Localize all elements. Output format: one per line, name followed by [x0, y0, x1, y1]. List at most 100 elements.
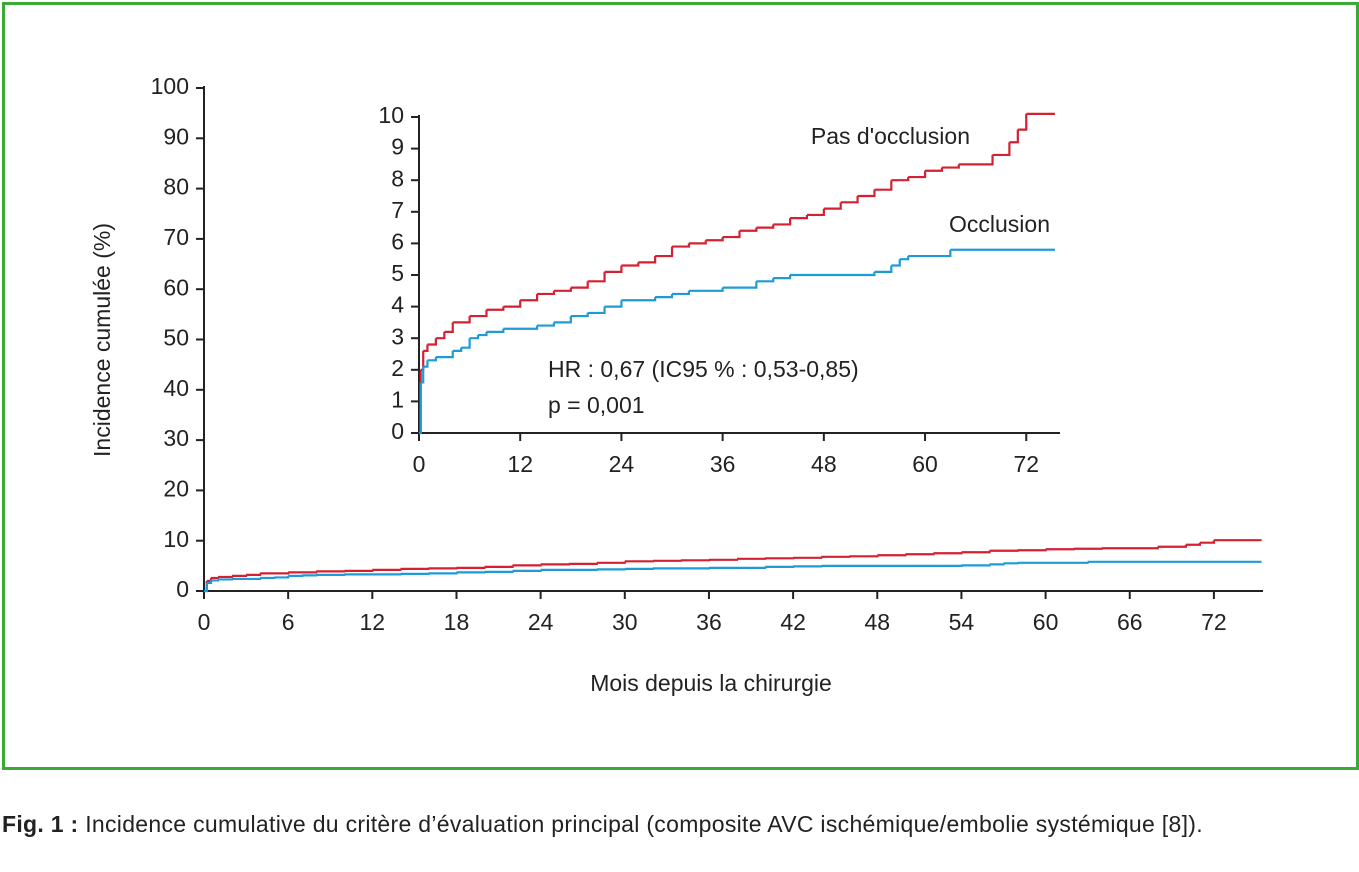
step-segment [596, 561, 626, 564]
step-segment [400, 572, 430, 575]
step-segment [621, 297, 657, 302]
step-segment [540, 563, 570, 566]
step-segment [435, 331, 446, 340]
step-segment [877, 554, 907, 557]
step-segment [958, 154, 994, 166]
x-tick-label: 6 [282, 609, 295, 635]
step-segment [484, 565, 514, 568]
figure-frame [2, 2, 1359, 770]
step-segment [570, 281, 589, 289]
step-segment [344, 569, 374, 572]
step-segment [274, 575, 290, 579]
step-segment [857, 189, 876, 198]
step-segment [849, 555, 879, 558]
step-segment [428, 572, 458, 575]
step-segment [1101, 546, 1159, 550]
step-segment [288, 574, 304, 578]
step-segment [908, 170, 927, 179]
y-tick-label: 6 [391, 228, 404, 254]
step-segment [420, 366, 425, 384]
step-segment [793, 556, 823, 559]
step-segment [206, 580, 213, 585]
step-segment [553, 287, 572, 292]
y-tick-label: 3 [391, 323, 404, 349]
x-tick-label: 48 [811, 451, 837, 477]
y-tick-label: 8 [391, 165, 404, 191]
step-segment [427, 338, 437, 346]
x-tick-label: 24 [609, 451, 635, 477]
x-tick-label: 72 [1013, 451, 1039, 477]
step-segment [596, 568, 626, 571]
y-tick-label: 50 [163, 325, 189, 351]
axis-line [418, 115, 1060, 434]
step-segment [1009, 129, 1019, 144]
x-tick-label: 60 [912, 451, 938, 477]
x-tick-label: 60 [1033, 609, 1059, 635]
step-segment [503, 300, 522, 308]
step-segment [891, 259, 901, 267]
x-tick-label: 12 [360, 609, 386, 635]
step-segment [961, 564, 991, 567]
step-segment [765, 557, 795, 560]
step-segment [211, 576, 220, 580]
step-segment [933, 552, 963, 555]
x-tick-label: 36 [696, 609, 722, 635]
step-segment [773, 275, 792, 280]
step-segment [891, 177, 910, 182]
series-label: Occlusion [949, 211, 1050, 237]
step-segment [568, 562, 598, 565]
step-segment [638, 256, 657, 264]
x-tick-label: 24 [528, 609, 554, 635]
step-segment [553, 316, 572, 324]
step-segment [469, 309, 488, 318]
step-segment [899, 256, 910, 261]
step-segment [484, 570, 514, 573]
step-segment [1045, 548, 1075, 551]
caption: Fig. 1 : Incidence cumulative du critère… [2, 808, 1354, 840]
step-segment [246, 573, 262, 577]
step-segment [821, 564, 963, 567]
step-segment [652, 559, 683, 562]
x-tick-label: 0 [198, 609, 211, 635]
step-segment [540, 568, 598, 571]
x-tick-label: 0 [413, 451, 426, 477]
x-tick-label: 54 [949, 609, 975, 635]
step-segment [621, 262, 640, 267]
step-segment [423, 344, 429, 352]
y-axis-label: Incidence cumulée (%) [89, 223, 115, 457]
y-tick-label: 10 [378, 102, 404, 128]
caption-text: Incidence cumulative du critère d’évalua… [85, 811, 1203, 837]
chart: Incidence cumulée (%) Mois depuis la chi… [89, 73, 1263, 696]
y-tick-label: 90 [163, 123, 189, 149]
step-segment [427, 357, 437, 362]
step-segment [218, 575, 234, 579]
step-segment [688, 240, 707, 245]
step-segment [1157, 544, 1187, 548]
step-segment [790, 214, 809, 220]
x-tick-label: 42 [780, 609, 806, 635]
step-segment [989, 549, 1019, 552]
step-segment [218, 578, 234, 581]
x-tick-label: 36 [710, 451, 736, 477]
step-segment [672, 243, 690, 248]
y-tick-label: 9 [391, 134, 404, 160]
y-tick-label: 40 [163, 375, 189, 401]
step-segment [604, 265, 623, 273]
y-tick-label: 60 [163, 274, 189, 300]
step-segment [1017, 561, 1089, 564]
step-segment [905, 553, 935, 556]
y-tick-label: 20 [163, 475, 189, 501]
step-segment [452, 316, 471, 324]
step-segment [806, 208, 825, 217]
step-segment [925, 167, 944, 172]
step-segment [537, 322, 556, 327]
step-segment [423, 360, 429, 368]
annotation: HR : 0,67 (IC95 % : 0,53-0,85) [548, 356, 859, 382]
step-segment [537, 290, 556, 296]
step-segment [456, 571, 486, 574]
series-label: Pas d'occlusion [811, 123, 970, 149]
step-segment [773, 218, 792, 226]
step-segment [486, 328, 505, 333]
annotation: p = 0,001 [548, 392, 645, 418]
step-segment [486, 306, 505, 311]
